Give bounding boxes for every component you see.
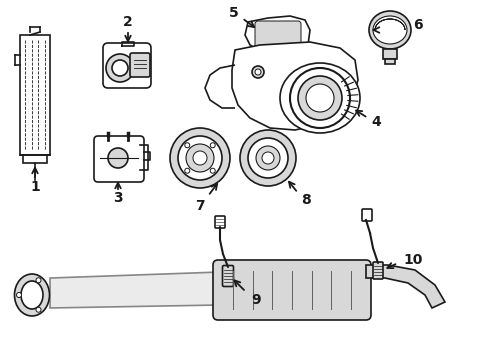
Bar	[385, 59, 395, 64]
Circle shape	[178, 136, 222, 180]
Circle shape	[210, 143, 215, 148]
Circle shape	[17, 292, 22, 297]
Text: 10: 10	[403, 253, 423, 267]
FancyBboxPatch shape	[373, 262, 383, 279]
Ellipse shape	[369, 11, 411, 49]
Polygon shape	[50, 272, 220, 308]
Circle shape	[106, 54, 134, 82]
Circle shape	[36, 307, 41, 312]
Ellipse shape	[21, 281, 43, 309]
Circle shape	[185, 143, 190, 148]
Text: 9: 9	[251, 293, 261, 307]
Text: 3: 3	[113, 191, 123, 205]
Ellipse shape	[373, 16, 407, 44]
Text: 8: 8	[301, 193, 311, 207]
Text: 6: 6	[413, 18, 423, 32]
Circle shape	[306, 84, 334, 112]
FancyBboxPatch shape	[213, 260, 371, 320]
Polygon shape	[366, 265, 445, 308]
FancyBboxPatch shape	[222, 266, 234, 287]
Bar	[20, 35, 50, 155]
Circle shape	[240, 130, 296, 186]
Circle shape	[210, 168, 215, 173]
FancyBboxPatch shape	[103, 43, 151, 88]
Text: 1: 1	[30, 180, 40, 194]
Circle shape	[252, 66, 264, 78]
Circle shape	[255, 69, 261, 75]
Circle shape	[170, 128, 230, 188]
FancyBboxPatch shape	[94, 136, 144, 182]
Bar	[383, 49, 397, 59]
Circle shape	[112, 60, 128, 76]
FancyBboxPatch shape	[215, 216, 225, 228]
Circle shape	[36, 278, 41, 283]
Bar	[23, 155, 47, 163]
Circle shape	[248, 138, 288, 178]
Text: 2: 2	[123, 15, 133, 29]
Ellipse shape	[280, 63, 360, 133]
Polygon shape	[232, 42, 358, 130]
Circle shape	[298, 76, 342, 120]
FancyBboxPatch shape	[130, 53, 150, 77]
Text: 7: 7	[195, 199, 205, 213]
Text: 5: 5	[229, 6, 239, 20]
Circle shape	[256, 146, 280, 170]
Circle shape	[262, 152, 274, 164]
Polygon shape	[245, 16, 310, 55]
Ellipse shape	[15, 274, 49, 316]
Circle shape	[108, 148, 128, 168]
Circle shape	[186, 144, 214, 172]
FancyBboxPatch shape	[255, 21, 301, 51]
Circle shape	[193, 151, 207, 165]
FancyBboxPatch shape	[362, 209, 372, 221]
Circle shape	[185, 168, 190, 173]
Text: 4: 4	[371, 115, 381, 129]
